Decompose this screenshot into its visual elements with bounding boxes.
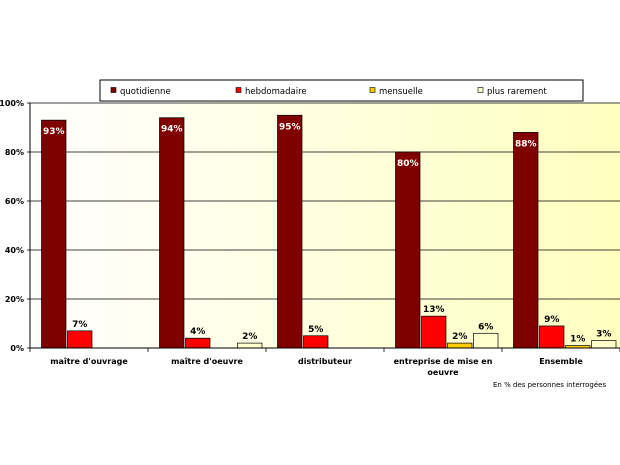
data-label: 3%: [596, 330, 611, 340]
data-label: 13%: [423, 305, 445, 315]
data-label: 94%: [161, 125, 183, 135]
legend-swatch: [369, 87, 376, 93]
x-tick-label: maître d'ouvrage: [50, 357, 128, 366]
y-tick-label: 0%: [10, 344, 24, 353]
bar-plus-rarement: [591, 340, 617, 349]
bar-hebdomadaire: [303, 335, 329, 349]
legend-label: plus rarement: [487, 87, 547, 97]
data-label: 80%: [397, 159, 419, 169]
bar-plus-rarement: [473, 332, 499, 349]
bar-hebdomadaire: [185, 337, 211, 349]
data-label: 4%: [190, 327, 205, 337]
y-tick-label: 100%: [0, 99, 24, 108]
y-tick-label: 40%: [5, 246, 24, 255]
data-label: 6%: [478, 322, 493, 332]
y-tick-label: 60%: [5, 197, 24, 206]
chart-note: En % des personnes interrogées: [493, 381, 606, 389]
y-tick-label: 80%: [5, 148, 24, 157]
bar-quotidienne: [41, 119, 67, 349]
data-label: 7%: [72, 320, 87, 330]
bar-hebdomadaire: [67, 330, 93, 349]
data-label: 88%: [515, 139, 537, 149]
y-tick-label: 20%: [5, 295, 24, 304]
legend-swatch: [235, 87, 242, 93]
data-label: 9%: [544, 315, 559, 325]
data-label: 93%: [43, 127, 65, 137]
legend-swatch: [477, 87, 484, 93]
bar-quotidienne: [395, 151, 421, 349]
bar-quotidienne: [159, 117, 185, 349]
x-axis: maître d'ouvrage maître d'oeuvre distribut…: [29, 347, 620, 377]
data-label: 2%: [452, 332, 467, 342]
bar-quotidienne: [513, 132, 539, 349]
bars: [41, 114, 617, 349]
legend-box: [99, 79, 584, 102]
x-tick-label: distributeur: [298, 357, 352, 366]
bar-mensuelle: [447, 342, 473, 349]
y-axis: 0% 20% 40% 60% 80% 100%: [0, 99, 31, 353]
data-label: 2%: [242, 332, 257, 342]
bar-plus-rarement: [237, 342, 263, 349]
x-tick-label: Ensemble: [539, 357, 583, 366]
bar-quotidienne: [277, 114, 303, 349]
legend-swatch: [110, 87, 117, 93]
legend: quotidienne hebdomadaire mensuelle plus rar…: [99, 79, 584, 102]
legend-label: hebdomadaire: [245, 87, 307, 97]
legend-label: mensuelle: [379, 87, 423, 97]
x-tick-label: entreprise de mise en oeuvre: [394, 357, 493, 377]
data-label: 95%: [279, 122, 301, 132]
legend-label: quotidienne: [120, 87, 171, 97]
data-label: 1%: [570, 335, 585, 345]
data-label: 5%: [308, 325, 323, 335]
bar-hebdomadaire: [421, 315, 447, 349]
x-tick-label: maître d'oeuvre: [171, 357, 243, 366]
data-labels: 93% 94% 95% 80% 88% 7% 4% 5% 13% 9% 2% 1% 2% 6% 3%: [43, 122, 611, 344]
bar-hebdomadaire: [539, 325, 565, 349]
